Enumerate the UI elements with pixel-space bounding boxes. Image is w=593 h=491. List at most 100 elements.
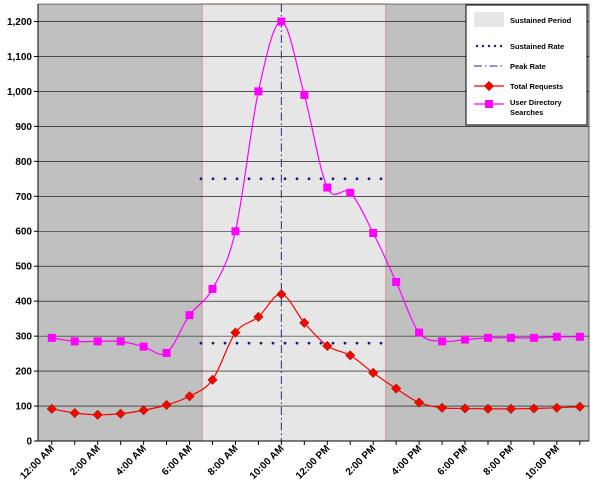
sustained-period-band (201, 3, 387, 442)
y-tick-label: 700 (15, 192, 32, 203)
sustained-rate-dot (367, 177, 371, 181)
data-point-diamond (161, 399, 172, 411)
x-tick-label: 6:00 AM (160, 443, 195, 478)
data-point-diamond (184, 391, 195, 402)
legend-total-requests-marker (483, 80, 495, 92)
x-tick-label: 4:00 PM (390, 443, 425, 478)
sustained-rate-dot (199, 177, 203, 181)
data-point-square (369, 228, 378, 237)
x-tick-label: 10:00 AM (248, 443, 287, 482)
sustained-rate-dot (211, 341, 215, 345)
sustained-rate-dot (307, 177, 311, 181)
legend-searches-label-line1: User Directory (510, 98, 563, 107)
data-point-square (392, 277, 401, 286)
y-tick-label: 300 (15, 332, 32, 343)
data-point-square (70, 337, 79, 346)
y-tick-label: 400 (15, 297, 32, 308)
sustained-rate-dot (295, 341, 299, 345)
y-tick-label: 200 (15, 367, 32, 378)
data-point-diamond (368, 367, 379, 378)
data-point-square (47, 333, 56, 342)
sustained-rate-dot (331, 177, 335, 181)
data-point-square (300, 90, 309, 99)
data-point-diamond (138, 405, 149, 416)
sustained-rate-dot (223, 177, 227, 181)
data-point-square (461, 335, 470, 344)
data-point-square (506, 333, 515, 342)
sustained-rate-dot (247, 177, 251, 181)
sustained-rate-dot (235, 177, 239, 181)
sustained-rate-dot (331, 341, 335, 345)
data-point-square (231, 227, 240, 236)
data-point-diamond (115, 408, 126, 419)
x-tick-label: 2:00 PM (344, 443, 379, 478)
data-point-diamond (574, 401, 585, 412)
data-point-square (483, 333, 492, 342)
legend-sustained-rate-swatch (475, 44, 503, 48)
data-point-diamond (230, 327, 241, 338)
data-point-diamond (551, 402, 562, 413)
x-tick-label: 6:00 PM (436, 443, 471, 478)
data-point-diamond (46, 403, 57, 414)
data-point-diamond (345, 350, 356, 361)
sustained-rate-dot (283, 341, 287, 345)
sustained-rate-dot (259, 341, 263, 345)
data-point-diamond (299, 317, 310, 328)
legend-sustained-period-label: Sustained Period (510, 16, 572, 25)
data-point-diamond (92, 409, 103, 420)
y-tick-label: 1,200 (7, 17, 32, 28)
sustained-rate-dot (271, 341, 275, 345)
y-tick-label: 0 (26, 437, 32, 448)
x-tick-label: 4:00 AM (114, 443, 149, 478)
x-tick-label: 10:00 PM (524, 443, 562, 481)
sustained-rate-dot (223, 341, 227, 345)
data-point-square (552, 332, 561, 341)
data-point-diamond (528, 403, 539, 414)
sustained-rate-dot (355, 177, 359, 181)
data-point-square (323, 183, 332, 192)
data-point-diamond (459, 403, 471, 414)
data-point-diamond (276, 289, 287, 300)
sustained-rate-dot (379, 177, 383, 181)
data-point-square (162, 348, 171, 357)
y-tick-label: 600 (15, 227, 32, 238)
sustained-rate-dot (271, 177, 275, 181)
y-tick-label: 500 (15, 262, 32, 273)
data-point-square (93, 337, 102, 346)
x-tick-label: 12:00 PM (294, 443, 332, 481)
data-point-diamond (437, 402, 448, 413)
sustained-rate-dot (367, 341, 371, 345)
x-tick-label: 12:00 AM (18, 443, 57, 482)
legend-peak-rate-label: Peak Rate (510, 62, 546, 71)
data-point-square (529, 333, 538, 342)
sustained-rate-dot (283, 177, 287, 181)
sustained-rate-dot (259, 177, 263, 181)
x-tick-label: 8:00 AM (206, 443, 241, 478)
sustained-rate-dot (235, 341, 239, 345)
data-point-square (346, 188, 355, 197)
sustained-rate-dot (319, 341, 323, 345)
data-point-square (575, 332, 584, 341)
data-point-diamond (414, 397, 425, 408)
sustained-rate-dot (343, 341, 347, 345)
x-tick-label: 2:00 AM (68, 443, 103, 478)
legend-total-requests-label: Total Requests (510, 82, 563, 91)
sustained-rate-dot (355, 341, 359, 345)
legend-searches-marker (485, 100, 493, 108)
data-point-diamond (69, 407, 80, 419)
sustained-rate-dot (307, 341, 311, 345)
legend: Sustained Period Sustained Rate Peak Rat… (465, 4, 588, 126)
x-tick-label: 8:00 PM (482, 443, 517, 478)
data-point-square (254, 87, 263, 96)
data-point-square (116, 337, 125, 346)
data-point-diamond (253, 311, 264, 322)
data-point-square (438, 337, 447, 346)
data-point-diamond (207, 374, 218, 385)
sustained-rate-dot (319, 177, 323, 181)
legend-sustained-rate-label: Sustained Rate (510, 42, 564, 51)
data-series (46, 17, 585, 420)
data-point-square (415, 328, 424, 337)
sustained-rate-dot (199, 341, 203, 345)
data-point-square (208, 284, 217, 293)
